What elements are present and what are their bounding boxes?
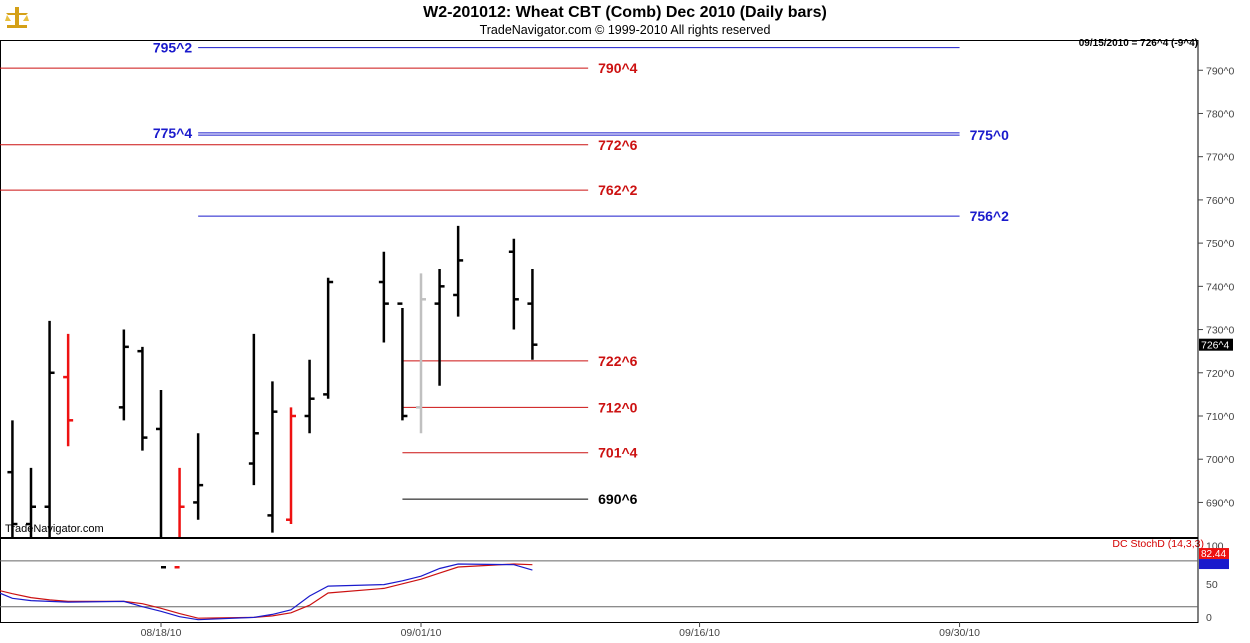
y-tick-label: 790^0 — [1206, 65, 1234, 77]
ohlc-bar — [527, 269, 538, 360]
ohlc-bar — [453, 225, 464, 317]
last-price-label: 726^4 — [1201, 340, 1229, 352]
level-label: 701^4 — [598, 445, 638, 461]
ohlc-bar — [416, 273, 426, 434]
level-label: 762^2 — [598, 182, 638, 198]
level-label: 756^2 — [970, 208, 1010, 224]
watermark: TradeNavigator.com — [5, 523, 104, 535]
study-label: DC StochD (14,3,3) — [1112, 538, 1204, 550]
ohlc-bar — [193, 433, 204, 520]
y-tick-label: 690^0 — [1206, 497, 1234, 509]
x-tick-label: 08/18/10 — [141, 627, 182, 639]
y-tick-label: 710^0 — [1206, 411, 1234, 423]
price-readout: 09/15/2010 = 726^4 (-9^4) — [1078, 38, 1198, 49]
stoch-d-line — [0, 563, 533, 619]
y-tick-label: 740^0 — [1206, 281, 1234, 293]
y-tick-label: 700^0 — [1206, 454, 1234, 466]
ohlc-bar — [118, 329, 129, 421]
stoch-y-tick-label: 50 — [1206, 579, 1218, 591]
y-tick-label: 760^0 — [1206, 195, 1234, 207]
ohlc-bar — [248, 333, 259, 486]
ohlc-bar — [434, 269, 445, 386]
level-label: 775^4 — [153, 125, 193, 141]
stoch-readout-box-d — [1199, 548, 1229, 560]
ohlc-bar — [63, 333, 74, 447]
x-tick-label: 09/30/10 — [939, 627, 980, 639]
x-tick-label: 09/16/10 — [679, 627, 720, 639]
level-label: 712^0 — [598, 399, 638, 415]
chart-subtitle: TradeNavigator.com © 1999-2010 All right… — [479, 23, 771, 37]
level-label: 772^6 — [598, 137, 638, 153]
stoch-k-line — [0, 563, 533, 621]
ohlc-bar — [286, 407, 296, 525]
y-tick-label: 730^0 — [1206, 325, 1234, 337]
stoch-readout-box-k — [1199, 559, 1229, 570]
ohlc-bar — [397, 302, 408, 421]
ohlc-bar — [174, 467, 185, 569]
ohlc-bar — [304, 359, 315, 434]
level-label: 722^6 — [598, 353, 638, 369]
level-label: 690^6 — [598, 491, 638, 507]
stoch-readout-label: 82.44 — [1201, 549, 1226, 560]
ohlc-bar — [26, 467, 36, 537]
ohlc-bar — [156, 390, 166, 569]
y-tick-label: 750^0 — [1206, 238, 1234, 250]
ohlc-bar — [508, 238, 519, 330]
ohlc-bar — [323, 277, 334, 399]
level-label: 775^0 — [970, 127, 1010, 143]
ohlc-bar — [7, 420, 18, 537]
price-panel-frame — [0, 40, 1199, 538]
ohlc-bar — [44, 320, 55, 537]
last-price-box — [1199, 338, 1233, 351]
chart-title: W2-201012: Wheat CBT (Comb) Dec 2010 (Da… — [423, 4, 827, 21]
stoch-panel-frame — [0, 538, 1199, 623]
y-tick-label: 720^0 — [1206, 368, 1234, 380]
level-label: 795^2 — [153, 40, 193, 56]
ohlc-bar — [267, 381, 278, 533]
ohlc-bar — [137, 346, 148, 451]
level-label: 790^4 — [598, 60, 638, 76]
y-tick-label: 780^0 — [1206, 108, 1234, 120]
x-tick-label: 09/01/10 — [401, 627, 442, 639]
ohlc-bar — [378, 251, 389, 343]
stoch-y-tick-label: 0 — [1206, 612, 1212, 624]
y-tick-label: 770^0 — [1206, 152, 1234, 164]
scale-logo-icon — [5, 7, 29, 28]
